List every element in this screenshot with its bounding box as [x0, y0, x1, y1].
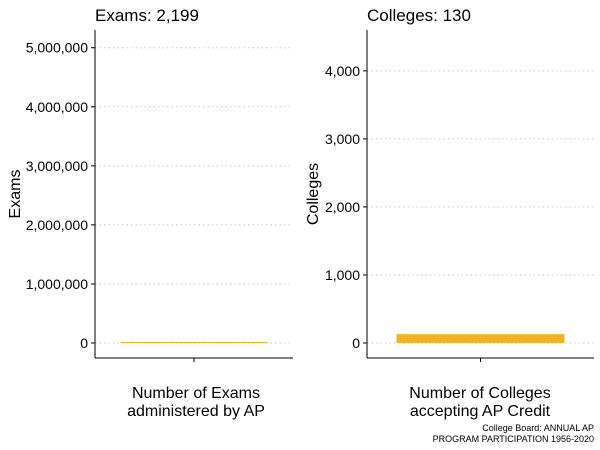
y-tick-label: 1,000,000: [26, 276, 88, 292]
x-axis-label: accepting AP Credit: [410, 403, 551, 420]
chart-title: Exams: 2,199: [95, 6, 199, 25]
bar: [396, 334, 565, 343]
source-caption: College Board: ANNUAL AP PROGRAM PARTICI…: [433, 423, 594, 445]
chart-title: Colleges: 130: [367, 6, 471, 25]
y-tick-label: 0: [352, 335, 360, 351]
y-tick-label: 5,000,000: [26, 40, 88, 56]
x-axis-label: Number of Exams: [132, 385, 260, 402]
x-axis-label: Number of Colleges: [409, 385, 550, 402]
y-tick-label: 0: [80, 335, 88, 351]
y-tick-label: 3,000,000: [26, 158, 88, 174]
y-axis-label: Colleges: [305, 163, 322, 225]
y-tick-label: 4,000,000: [26, 99, 88, 115]
y-tick-label: 2,000,000: [26, 217, 88, 233]
source-caption-line: College Board: ANNUAL AP: [482, 423, 594, 433]
y-tick-label: 3,000: [325, 131, 360, 147]
source-caption-line: PROGRAM PARTICIPATION 1956-2020: [432, 434, 594, 444]
bar: [120, 342, 268, 343]
y-tick-label: 4,000: [325, 63, 360, 79]
y-tick-label: 1,000: [325, 267, 360, 283]
y-tick-label: 2,000: [325, 199, 360, 215]
y-axis-label: Exams: [7, 170, 24, 219]
x-axis-label: administered by AP: [127, 403, 265, 420]
